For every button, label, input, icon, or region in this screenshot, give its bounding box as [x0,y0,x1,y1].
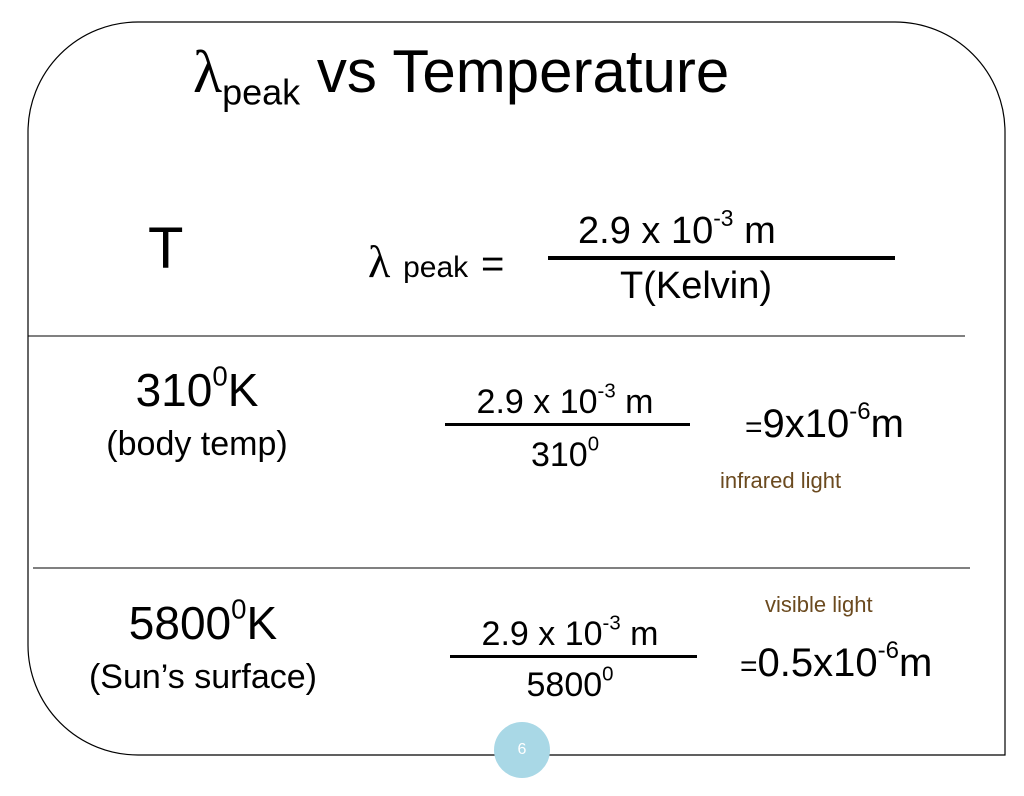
numerator-unit: m [744,210,776,252]
denominator-exp: 0 [587,433,600,456]
numerator-base: 2.9 x 10 [481,615,603,653]
light-label: visible light [765,592,873,617]
title-symbol: λ [193,39,223,105]
denominator-exp: 0 [602,663,614,686]
numerator: 2.9 x 10-3 m [481,614,659,653]
title: λpeak vs Temperature [193,39,729,111]
temp-exp: 0 [231,593,247,625]
result-equals: = [745,411,763,444]
temp-unit: K [227,364,259,416]
temp-unit: K [246,597,278,649]
result-unit: m [870,402,904,446]
numerator-base: 2.9 x 10 [578,210,714,252]
result-base: 9x10 [762,402,850,446]
result-base: 0.5x10 [757,641,878,685]
result-equals: = [740,650,758,683]
title-subscript: peak [222,71,301,113]
numerator-exp: -3 [602,612,621,635]
temperature: 58000K [128,595,278,649]
temperature-note: (Sun’s surface) [88,658,318,696]
fraction-bar [445,423,690,426]
temp-exp: 0 [212,360,228,392]
formula-symbol: λ [368,236,391,287]
result-exp: -6 [877,637,899,664]
temperature: 3100K [135,362,259,416]
result: =0.5x10-6m [740,639,933,685]
denominator: 58000 [526,665,614,704]
formula-subscript: peak [403,251,469,284]
fraction-bar [548,256,895,260]
result-exp: -6 [849,398,871,425]
column-header: T [148,216,184,281]
numerator-unit: m [625,383,654,421]
temp-base: 5800 [128,597,232,649]
numerator: 2.9 x 10-3 m [476,382,654,421]
numerator-exp: -3 [597,380,616,403]
numerator-exp: -3 [713,204,734,231]
denominator: 3100 [530,435,599,474]
result: =9x10-6m [745,400,904,446]
numerator-unit: m [630,615,659,653]
fraction-bar [450,655,697,658]
light-label: infrared light [720,468,842,493]
result-unit: m [898,641,933,685]
formula-equals: = [480,242,505,286]
denominator-base: 5800 [526,666,603,704]
formula-numerator: 2.9 x 10-3 m [578,207,776,252]
formula-denominator: T(Kelvin) [619,265,773,307]
title-text: vs Temperature [316,38,730,105]
formula-lhs: λ peak = [368,238,504,285]
temp-base: 310 [135,364,213,416]
page-number: 6 [517,741,527,758]
denominator-base: 310 [530,436,588,474]
temperature-note: (body temp) [106,425,288,463]
numerator-base: 2.9 x 10 [476,383,598,421]
